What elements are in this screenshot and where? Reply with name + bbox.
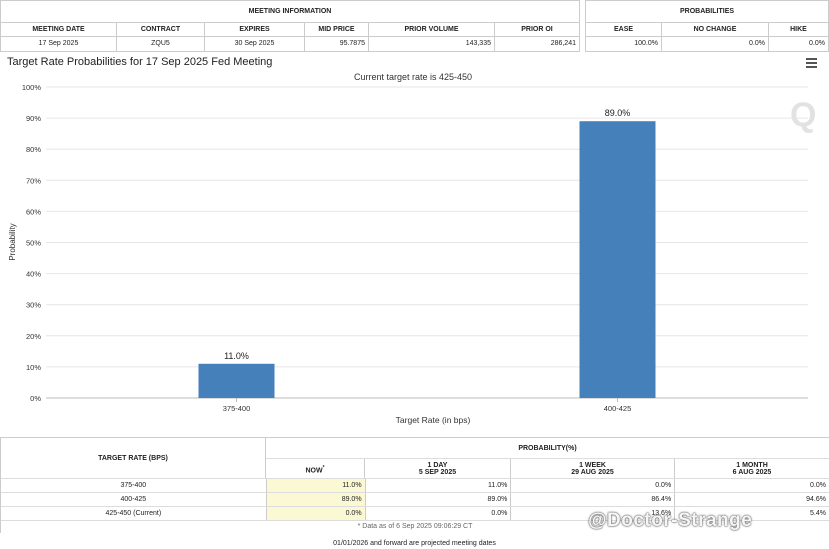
col-meeting-date: MEETING DATE xyxy=(1,23,117,36)
one-month-cell: 0.0% xyxy=(810,482,826,489)
q-logo: Q xyxy=(790,96,817,134)
meeting-date-value: 17 Sep 2025 xyxy=(1,37,117,51)
bar-chart: Current target rate is 425-450 0% 10% 20% 3… xyxy=(8,72,808,425)
hamburger-menu-icon[interactable] xyxy=(806,58,817,68)
bar-400-425[interactable] xyxy=(579,121,656,399)
col-prior-oi: PRIOR OI xyxy=(521,26,553,33)
data-timestamp-note: * Data as of 6 Sep 2025 09:06:29 CT xyxy=(357,523,473,530)
now-cell: 0.0% xyxy=(266,507,366,520)
bar-375-400[interactable] xyxy=(198,363,275,398)
x-tick-labels: 375-400 400-425 xyxy=(223,398,632,413)
data-label: 11.0% xyxy=(224,351,249,361)
target-rate-cell: 375-400 xyxy=(1,479,267,492)
x-tick-label: 400-425 xyxy=(604,404,632,413)
col-1-day: 1 DAY 5 SEP 2025 xyxy=(365,459,511,478)
col-1-week: 1 WEEK 29 AUG 2025 xyxy=(511,459,675,478)
y-tick-label: 70% xyxy=(26,176,41,185)
one-week-cell: 13.6% xyxy=(511,507,676,520)
data-label: 89.0% xyxy=(605,108,631,118)
col-1-month: 1 MONTH 6 AUG 2025 xyxy=(732,462,772,476)
one-week-cell: 0.0% xyxy=(511,479,676,492)
chart-title: Target Rate Probabilities for 17 Sep 202… xyxy=(7,56,273,68)
y-tick-label: 60% xyxy=(26,207,41,216)
y-tick-label: 50% xyxy=(26,239,41,248)
col-ease: EASE xyxy=(586,23,662,36)
col-prior-volume: PRIOR VOLUME xyxy=(369,23,495,36)
probability-header: PROBABILITY(%) xyxy=(266,438,829,459)
y-tick-label: 30% xyxy=(26,301,41,310)
y-tick-label: 100% xyxy=(22,83,42,92)
y-tick-labels: 0% 10% 20% 30% 40% 50% 60% 70% 80% 90% 100% xyxy=(22,83,42,403)
col-now: NOW* xyxy=(266,459,365,478)
now-cell: 89.0% xyxy=(266,493,366,506)
no-change-value: 0.0% xyxy=(662,37,769,51)
target-rate-cell: 400-425 xyxy=(1,493,267,506)
y-tick-label: 40% xyxy=(26,270,41,279)
col-hike: HIKE xyxy=(790,26,807,33)
y-tick-label: 90% xyxy=(26,114,41,123)
col-target-rate: TARGET RATE (BPS) xyxy=(1,438,266,478)
footer-note: 01/01/2026 and forward are projected mee… xyxy=(333,540,496,547)
y-tick-label: 10% xyxy=(26,363,41,372)
hike-value: 0.0% xyxy=(809,40,825,47)
col-expires: EXPIRES xyxy=(205,23,305,36)
one-day-cell: 11.0% xyxy=(366,479,512,492)
y-tick-label: 0% xyxy=(30,394,41,403)
probabilities-table: PROBABILITIES EASE NO CHANGE HIKE 100.0%… xyxy=(585,0,829,52)
col-mid-price: MID PRICE xyxy=(305,23,369,36)
y-tick-label: 80% xyxy=(26,145,41,154)
y-tick-label: 20% xyxy=(26,332,41,341)
one-day-cell: 0.0% xyxy=(366,507,512,520)
target-rate-cell: 425-450 (Current) xyxy=(1,507,267,520)
expires-value: 30 Sep 2025 xyxy=(205,37,305,51)
gridlines xyxy=(46,86,808,399)
prior-volume-value: 143,335 xyxy=(369,37,495,51)
table-row: 375-400 11.0% 11.0% 0.0% 0.0% xyxy=(1,479,829,493)
bars: 11.0% 89.0% xyxy=(198,108,656,399)
mid-price-value: 95.7875 xyxy=(305,37,369,51)
one-month-cell: 94.6% xyxy=(806,496,826,503)
y-axis-label: Probability xyxy=(8,223,17,260)
one-month-cell: 5.4% xyxy=(810,510,826,517)
meeting-info-table: MEETING INFORMATION MEETING DATE CONTRAC… xyxy=(0,0,580,52)
now-cell: 11.0% xyxy=(266,479,366,492)
x-axis-label: Target Rate (in bps) xyxy=(396,415,471,425)
probabilities-title: PROBABILITIES xyxy=(586,1,828,23)
contract-value: ZQU5 xyxy=(117,37,205,51)
meeting-info-title: MEETING INFORMATION xyxy=(1,1,579,23)
one-day-cell: 89.0% xyxy=(366,493,512,506)
ease-value: 100.0% xyxy=(586,37,662,51)
col-contract: CONTRACT xyxy=(117,23,205,36)
prior-oi-value: 286,241 xyxy=(550,40,576,47)
col-no-change: NO CHANGE xyxy=(662,23,769,36)
one-week-cell: 86.4% xyxy=(511,493,676,506)
chart-subtitle: Current target rate is 425-450 xyxy=(354,72,472,82)
table-row: 425-450 (Current) 0.0% 0.0% 13.6% 5.4% xyxy=(1,507,829,521)
table-row: 400-425 89.0% 89.0% 86.4% 94.6% xyxy=(1,493,829,507)
watermark: @Doctor-Strange xyxy=(588,510,753,531)
x-tick-label: 375-400 xyxy=(223,404,251,413)
probability-table: TARGET RATE (BPS) PROBABILITY(%) NOW* 1 … xyxy=(0,437,829,533)
